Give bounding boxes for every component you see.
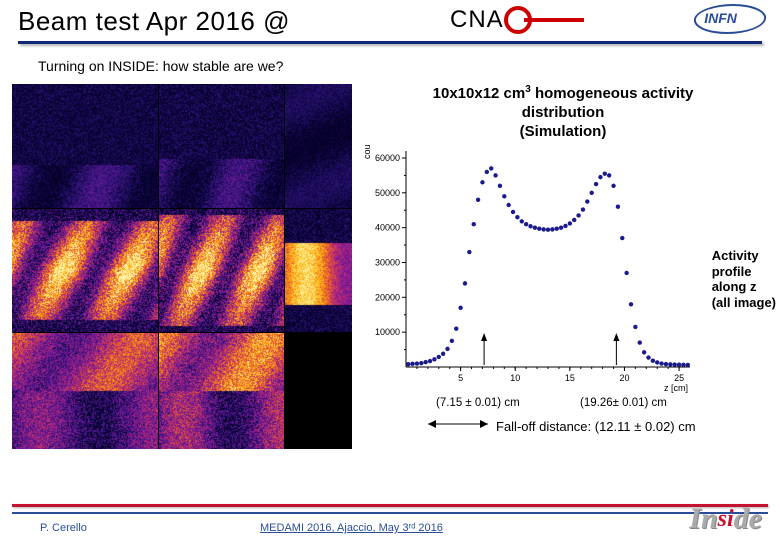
svg-text:40000: 40000 [375, 223, 400, 233]
page-title: Beam test Apr 2016 @ [18, 6, 762, 37]
falloff-value: Fall-off distance: (12.11 ± 0.02) cm [496, 419, 696, 434]
activity-chart: 10000 20000 30000 40000 50000 60000 5 10 15 20 25z… [358, 145, 698, 397]
infn-logo: INFN [694, 4, 772, 44]
svg-text:50000: 50000 [375, 188, 400, 198]
svg-text:10: 10 [510, 373, 520, 383]
right-edge-value: (19.26± 0.01) cm [580, 397, 667, 409]
svg-text:20000: 20000 [375, 293, 400, 303]
cnao-logo: CNA [450, 6, 558, 34]
side-annotation: Activityprofilealong z(all image) [712, 248, 776, 310]
heatmap-grid [12, 84, 352, 449]
svg-text:z [cm]: z [cm] [664, 383, 688, 393]
left-edge-value: (7.15 ± 0.01) cm [436, 397, 520, 409]
inside-logo: Inside [689, 502, 762, 536]
svg-text:60000: 60000 [375, 153, 400, 163]
svg-text:20: 20 [619, 373, 629, 383]
svg-text:30000: 30000 [375, 258, 400, 268]
footer-author: P. Cerello [40, 522, 87, 534]
svg-text:counts: counts [362, 145, 372, 159]
svg-text:5: 5 [458, 373, 463, 383]
svg-text:15: 15 [565, 373, 575, 383]
subtitle: Turning on INSIDE: how stable are we? [0, 44, 780, 84]
footer-conference: MEDAMI 2016, Ajaccio, May 3ʳᵈ 2016 [260, 522, 443, 534]
footer: P. Cerello MEDAMI 2016, Ajaccio, May 3ʳᵈ… [0, 494, 780, 540]
svg-text:10000: 10000 [375, 327, 400, 337]
svg-text:25: 25 [674, 373, 684, 383]
chart-title: 10x10x12 cm3 homogeneous activitydistrib… [358, 84, 768, 141]
